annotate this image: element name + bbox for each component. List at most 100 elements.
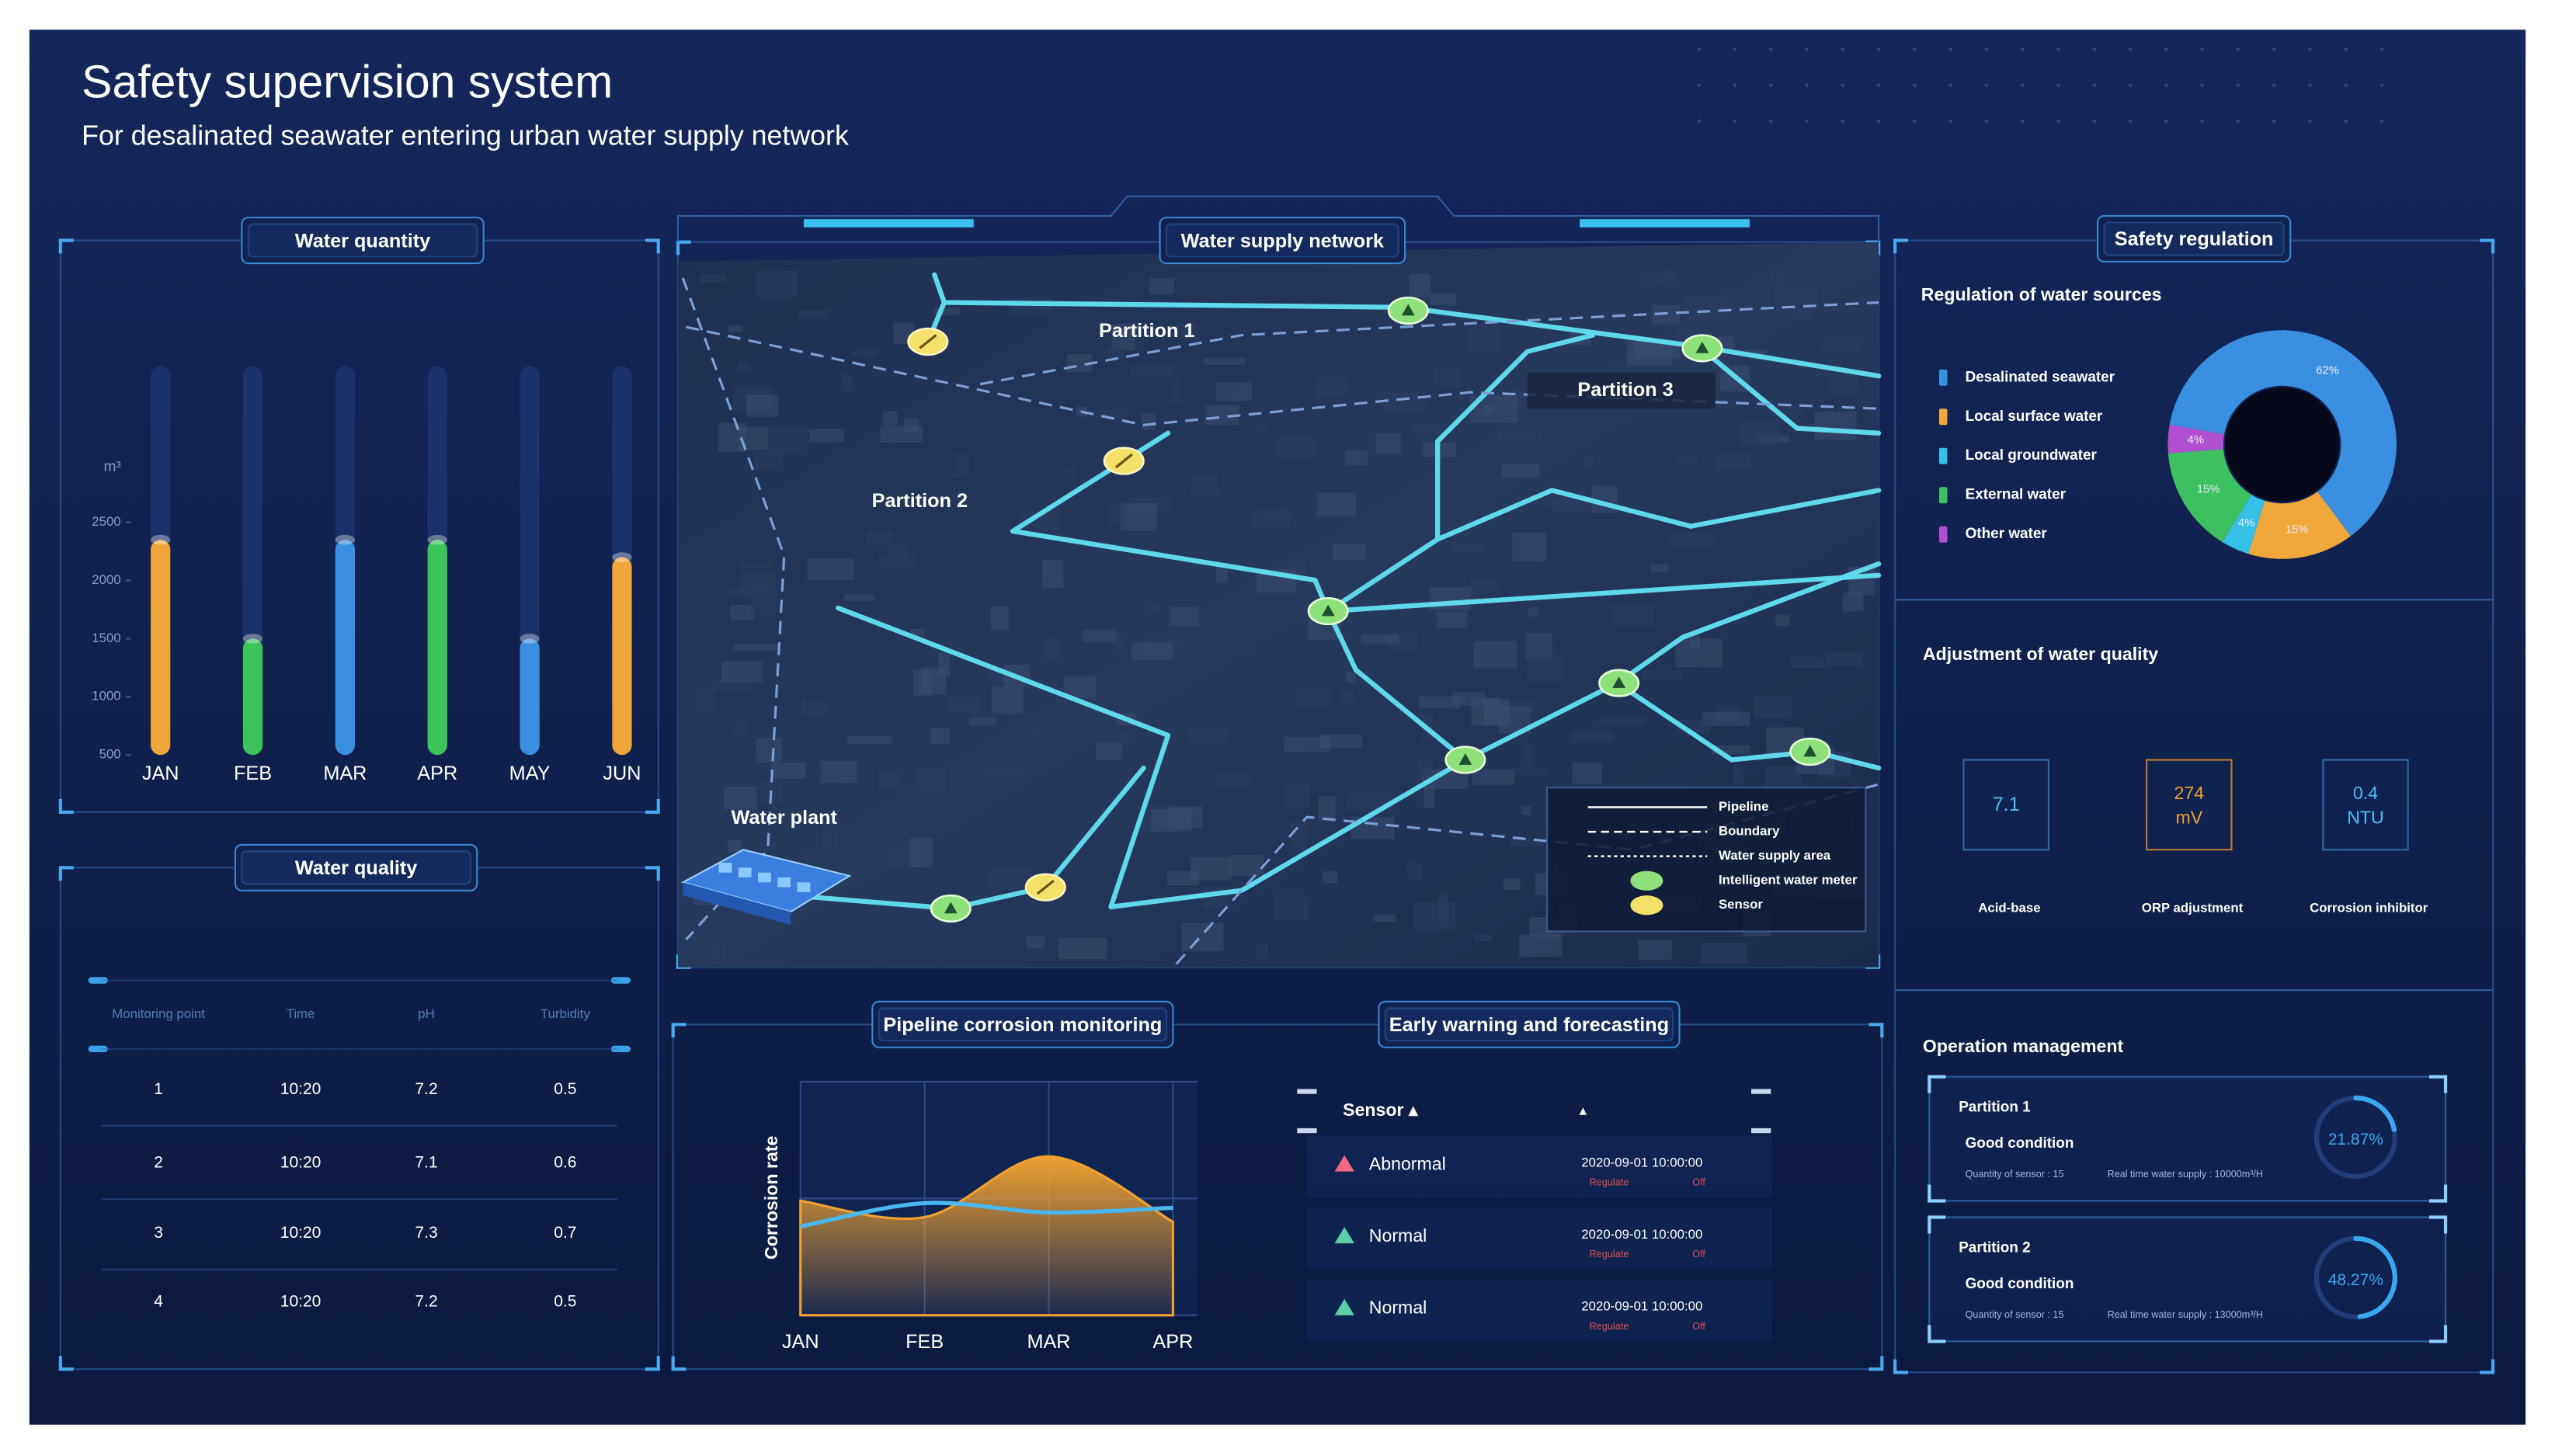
timestamp: 2020-09-01 10:00:00: [1581, 1299, 1702, 1314]
building: [1497, 431, 1542, 443]
building: [1383, 390, 1428, 413]
building: [1010, 297, 1052, 314]
decor-dot: [1733, 83, 1737, 87]
building: [1521, 742, 1534, 766]
decor-dot: [2200, 119, 2204, 123]
building: [1278, 436, 1316, 460]
decor-dot: [1877, 47, 1881, 51]
meter-icon: [1612, 676, 1626, 688]
building: [1429, 586, 1472, 610]
decor-dot: [1948, 83, 1952, 87]
area: [799, 1155, 1174, 1317]
decor-dot: [1841, 47, 1844, 51]
building: [1503, 878, 1521, 890]
plant-tank: [777, 877, 791, 888]
panel-corner: [645, 238, 660, 254]
row-bg: [1306, 1135, 1773, 1198]
building: [930, 727, 951, 745]
building: [1790, 656, 1825, 669]
building: [1433, 367, 1461, 388]
building: [1413, 902, 1456, 930]
decor-dot: [2272, 47, 2276, 51]
table-cell: 0.6: [554, 1154, 576, 1172]
building: [1291, 821, 1308, 850]
column-header: Sensor ▴: [1343, 1100, 1419, 1120]
building: [699, 273, 725, 283]
condition: Good condition: [1966, 1135, 2074, 1152]
bar: [151, 540, 171, 756]
data-label: 62%: [2316, 364, 2338, 377]
building: [1638, 940, 1672, 961]
tab-inner: [2103, 221, 2285, 256]
panel-title: Safety regulation: [2115, 228, 2274, 250]
column-header: Turbidity: [541, 1006, 590, 1021]
decor-dot: [2344, 47, 2348, 51]
panel-title: Early warning and forecasting: [1389, 1014, 1669, 1036]
building: [705, 679, 753, 691]
building: [1274, 895, 1309, 921]
building: [1484, 405, 1495, 414]
panel-title: Pipeline corrosion monitoring: [883, 1014, 1162, 1036]
building: [1452, 692, 1486, 706]
card-corner: [1928, 1075, 2448, 1203]
building: [1436, 611, 1468, 628]
building: [1514, 766, 1549, 777]
decor-dot: [2236, 83, 2240, 87]
building: [1181, 923, 1224, 951]
metric-label: ORP adjustment: [2142, 900, 2244, 915]
condition: Good condition: [1966, 1276, 2074, 1292]
table-cell: 3: [154, 1224, 163, 1242]
pipeline: [835, 605, 1469, 909]
metric-box: [1962, 759, 2049, 851]
panel-corner: [671, 1023, 687, 1038]
building: [721, 661, 763, 683]
panel-corner: [1868, 1023, 1884, 1038]
decor-dot: [1805, 83, 1809, 87]
decor-dot: [1805, 47, 1809, 51]
table-cell: 7.3: [415, 1224, 437, 1242]
building: [1333, 544, 1366, 560]
panel-corner: [1868, 1356, 1884, 1371]
decor-dot: [1697, 47, 1701, 51]
meter-icon: [1803, 745, 1817, 757]
building: [1063, 676, 1097, 698]
building: [1702, 712, 1750, 726]
table-cell: 10:20: [280, 1080, 322, 1098]
x-tick-label: JAN: [782, 1331, 819, 1353]
building: [1501, 463, 1540, 478]
decor-bar: [1751, 1128, 1771, 1134]
building: [1170, 606, 1199, 627]
building: [1598, 718, 1646, 726]
table-cell: 7.1: [415, 1154, 437, 1172]
building: [1373, 914, 1396, 922]
table-cell: 10:20: [280, 1292, 322, 1310]
panel-title: Water quantity: [295, 230, 430, 252]
decor-dot: [2379, 47, 2384, 51]
legend-swatch: [1938, 447, 1948, 464]
building: [1201, 886, 1230, 910]
x-tick-label: FEB: [234, 763, 272, 784]
decor-dot: [2379, 119, 2384, 123]
decor-dot: [2200, 47, 2204, 51]
building: [1583, 456, 1594, 469]
building: [1115, 634, 1127, 653]
pipeline: [1615, 561, 1882, 686]
metric-box: [2146, 759, 2233, 851]
panel-title: Water supply network: [1181, 230, 1385, 252]
bar: [612, 557, 632, 756]
building: [733, 643, 780, 651]
building: [1542, 500, 1587, 508]
building: [1018, 510, 1060, 530]
legend-label: Desalinated seawater: [1966, 369, 2115, 385]
building: [1512, 533, 1547, 562]
building: [1406, 862, 1423, 880]
action: Regulate: [1590, 1249, 1629, 1260]
building: [990, 606, 1009, 631]
building: [1175, 323, 1198, 339]
label-bg: [1527, 372, 1716, 409]
building: [1256, 423, 1268, 432]
building: [1754, 697, 1792, 719]
table-cell: 7.2: [415, 1080, 437, 1098]
partition-label: Partition 1: [1099, 320, 1194, 342]
pipeline: [729, 765, 1146, 912]
